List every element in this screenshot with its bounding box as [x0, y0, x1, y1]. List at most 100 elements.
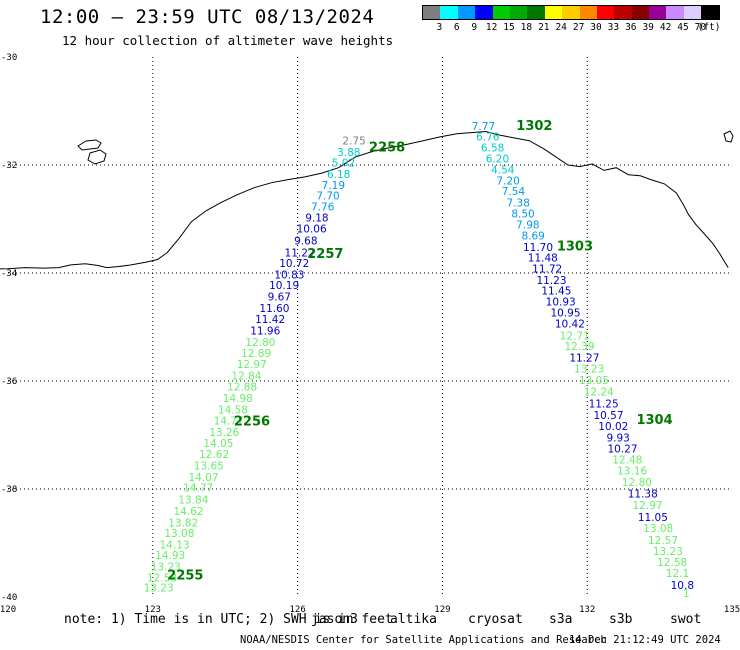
wave-height-value: 7.19 — [322, 180, 345, 192]
wave-height-value: 10.27 — [607, 443, 637, 455]
wave-height-value: 7.20 — [496, 175, 519, 187]
wave-height-value: 11.60 — [259, 303, 289, 315]
legend-swatch — [527, 6, 545, 19]
footer-note: note: 1) Time is in UTC; 2) SWH is in fe… — [64, 612, 701, 627]
note-text: note: 1) Time is in UTC; 2) SWH is in fe… — [64, 612, 393, 627]
legend-swatch — [509, 6, 528, 19]
wave-height-value: 14.13 — [160, 539, 190, 551]
lat-tick-label: -32 — [1, 161, 17, 171]
wave-height-value: 6.58 — [481, 143, 504, 155]
legend-label: 45 — [677, 22, 689, 33]
legend-swatches — [422, 5, 720, 20]
lat-tick-label: -40 — [1, 593, 17, 603]
legend-labels: 3 6 9 12 15 18 21 24 27 30 33 36 39 42 45 70 (ft) — [422, 20, 721, 34]
track-time-label: 2256 — [234, 414, 270, 429]
lat-tick-label: -30 — [1, 53, 17, 63]
lat-lon-grid — [8, 57, 733, 597]
legend-swatch — [596, 6, 615, 19]
legend-label: 12 — [485, 22, 498, 33]
legend-swatch — [701, 6, 719, 19]
legend-label: 24 — [555, 22, 567, 33]
credit-org: NOAA/NESDIS Center for Satellite Applica… — [240, 634, 607, 646]
sat-label-altika: altika — [390, 612, 437, 627]
legend-swatch — [475, 6, 493, 19]
wave-height-value: 12.89 — [241, 348, 271, 360]
lon-tick-label: 126 — [289, 605, 305, 615]
wave-height-value: 13.23 — [144, 583, 174, 595]
wave-height-value: 12.62 — [199, 449, 229, 461]
wave-height-value: 12.48 — [612, 455, 642, 467]
wave-height-value: 7.70 — [316, 191, 339, 203]
wave-height-value: 11.96 — [250, 326, 280, 338]
axis-labels: -30 -32 -34 -36 -38 -40 120 123 126 129 132 135 — [0, 53, 740, 615]
lon-tick-label: 123 — [145, 605, 161, 615]
wave-height-value: 12.39 — [564, 341, 594, 353]
wave-height-value: 14.05 — [203, 438, 233, 450]
legend-swatch — [457, 6, 476, 19]
wave-height-value: 10.02 — [598, 421, 628, 433]
wave-height-value: 9.18 — [305, 213, 328, 225]
sat-label-s3a: s3a — [549, 612, 573, 627]
legend-swatch — [423, 6, 441, 19]
wave-height-value: 13.23 — [574, 363, 604, 375]
track-time-label: 1303 — [557, 239, 593, 254]
legend-swatch — [492, 6, 510, 19]
wave-height-value: 6.76 — [476, 132, 500, 144]
wave-height-value: 13.65 — [194, 461, 224, 473]
wave-height-value: 12.80 — [245, 337, 275, 349]
lat-tick-label: -38 — [1, 485, 17, 495]
wave-height-value: 7.98 — [516, 220, 539, 232]
legend-swatch — [562, 6, 580, 19]
wave-height-value: 7.76 — [311, 201, 335, 213]
credit-timestamp: 14 Dec 21:12:49 UTC 2024 — [569, 634, 721, 646]
wave-height-value: 14.62 — [173, 506, 203, 518]
wave-height-value: 12.97 — [633, 500, 663, 512]
wave-height-value: 6.20 — [486, 153, 509, 165]
wave-height-value: 13.23 — [653, 546, 683, 558]
wave-height-value: 12.88 — [227, 382, 257, 394]
wave-height-value: 11.70 — [523, 242, 553, 254]
track-time-label: 2255 — [167, 569, 203, 584]
wave-height-value: 10.72 — [279, 258, 309, 270]
page-subtitle: 12 hour collection of altimeter wave hei… — [62, 33, 394, 48]
wave-height-value: 14.58 — [218, 404, 248, 416]
wave-height-value: 13.05 — [579, 375, 609, 387]
legend-label: 21 — [538, 22, 550, 33]
sat-label-s3b: s3b — [609, 612, 633, 627]
legend-label: 33 — [607, 22, 620, 33]
legend-swatch — [614, 6, 632, 19]
wave-height-value: 12.71 — [560, 330, 590, 342]
wave-height-value: 9.93 — [606, 432, 629, 444]
wave-height-value: 7.77 — [472, 121, 495, 133]
island-outline — [723, 130, 734, 143]
wave-height-value: 9.68 — [294, 235, 317, 247]
wave-height-value: 13.26 — [209, 427, 239, 439]
islands — [77, 130, 734, 165]
wave-height-value: 11.25 — [589, 398, 619, 410]
wave-height-value: 4.54 — [491, 165, 515, 177]
wave-height-value: 12.57 — [648, 535, 678, 547]
wave-height-value: 11.27 — [569, 353, 599, 365]
altimeter-tracks: 13.2312.5813.2314.9314.1313.0813.8214.62… — [144, 121, 694, 600]
wave-height-value: 12.1 — [666, 568, 689, 580]
coastline-path — [0, 130, 729, 270]
wave-height-value: 3.88 — [337, 147, 360, 159]
wave-height-value: 12.84 — [231, 370, 261, 382]
wave-height-value: 13.08 — [643, 523, 673, 535]
wave-height-value: 5.02 — [332, 158, 355, 170]
wave-height-value: 12.58 — [657, 557, 687, 569]
wave-height-value: 10.42 — [555, 319, 585, 331]
sat-label-jason3: jason3 — [311, 612, 358, 627]
wave-height-value: 13.84 — [178, 495, 208, 507]
wave-height-value: 10.19 — [269, 280, 299, 292]
wave-height-value: 12.80 — [622, 477, 652, 489]
wave-height-value: 13.08 — [164, 528, 194, 540]
lon-tick-label: 135 — [724, 605, 740, 615]
wave-height-value: 10.57 — [593, 410, 623, 422]
legend-swatch — [666, 6, 684, 19]
legend-label: 70 — [694, 22, 707, 33]
legend-swatch — [631, 6, 650, 19]
wave-height-value: 11.23 — [536, 275, 566, 287]
legend-swatch — [579, 6, 597, 19]
